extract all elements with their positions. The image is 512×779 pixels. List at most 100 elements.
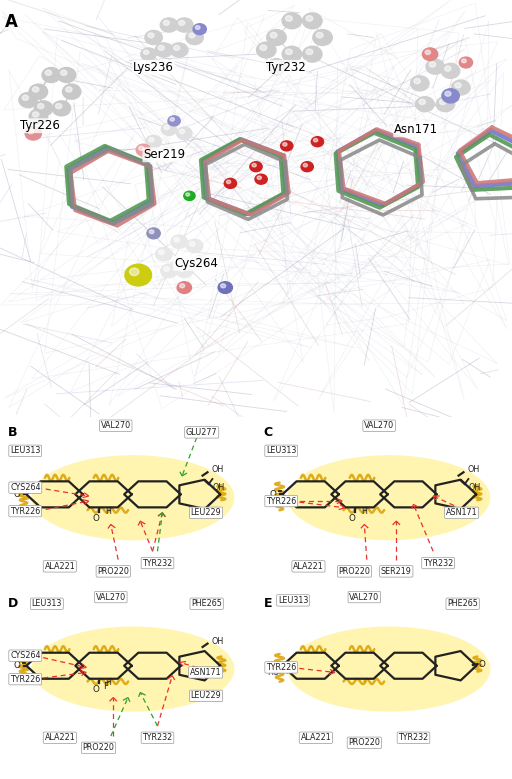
Text: TYR226: TYR226	[10, 675, 40, 684]
Circle shape	[416, 97, 434, 111]
Circle shape	[141, 148, 156, 160]
Circle shape	[281, 141, 293, 151]
Text: O: O	[269, 490, 276, 499]
Text: ALA221: ALA221	[45, 562, 75, 571]
Text: PHE265: PHE265	[191, 599, 222, 608]
Text: TYR232: TYR232	[142, 733, 173, 742]
Circle shape	[37, 104, 44, 109]
Text: LEU229: LEU229	[190, 692, 221, 700]
Circle shape	[193, 23, 206, 34]
Circle shape	[158, 45, 164, 51]
Circle shape	[286, 16, 292, 21]
Text: Asn171: Asn171	[394, 123, 438, 136]
Circle shape	[150, 230, 154, 234]
Text: E: E	[264, 597, 272, 610]
Circle shape	[439, 99, 446, 104]
Circle shape	[257, 176, 262, 179]
Text: Cys264: Cys264	[174, 257, 218, 270]
Circle shape	[184, 192, 195, 200]
Text: LEU229: LEU229	[190, 508, 221, 517]
Circle shape	[422, 48, 438, 61]
Text: LEU313: LEU313	[278, 596, 308, 605]
Circle shape	[32, 112, 39, 117]
Text: VAL270: VAL270	[96, 593, 126, 601]
Circle shape	[282, 46, 302, 62]
Circle shape	[306, 16, 313, 21]
Circle shape	[306, 49, 313, 55]
Circle shape	[29, 109, 48, 124]
Circle shape	[25, 127, 41, 140]
Circle shape	[143, 50, 149, 55]
Ellipse shape	[32, 627, 233, 711]
Circle shape	[143, 150, 149, 154]
Circle shape	[196, 26, 200, 30]
Text: Tyr232: Tyr232	[266, 61, 306, 74]
Text: HO: HO	[268, 668, 280, 677]
Text: OH: OH	[211, 465, 223, 474]
Text: A: A	[5, 12, 18, 30]
Circle shape	[186, 239, 203, 252]
Text: H: H	[361, 506, 367, 516]
Text: TYR226: TYR226	[266, 663, 296, 672]
Circle shape	[22, 95, 29, 100]
Ellipse shape	[288, 456, 489, 540]
Circle shape	[148, 33, 154, 38]
Circle shape	[19, 93, 37, 108]
Circle shape	[176, 18, 193, 32]
Circle shape	[301, 162, 313, 171]
Circle shape	[191, 256, 208, 270]
Text: CYS264: CYS264	[10, 483, 40, 492]
Circle shape	[159, 250, 164, 255]
Text: ALA221: ALA221	[293, 562, 324, 571]
Text: PRO220: PRO220	[82, 743, 115, 753]
Circle shape	[195, 258, 200, 263]
Circle shape	[303, 13, 322, 29]
Text: VAL270: VAL270	[101, 421, 131, 430]
Circle shape	[255, 174, 267, 184]
Text: ALA221: ALA221	[301, 733, 331, 742]
Circle shape	[161, 123, 177, 136]
Circle shape	[125, 264, 152, 286]
Circle shape	[177, 127, 192, 139]
Circle shape	[130, 268, 139, 276]
Text: TYR232: TYR232	[398, 733, 429, 742]
Text: C: C	[264, 425, 273, 439]
Circle shape	[136, 144, 151, 156]
Circle shape	[260, 45, 267, 51]
Circle shape	[160, 18, 178, 32]
Circle shape	[180, 284, 185, 288]
Circle shape	[34, 100, 53, 116]
Text: O: O	[93, 685, 100, 694]
Text: ASN171: ASN171	[190, 668, 221, 677]
Circle shape	[444, 66, 451, 71]
Circle shape	[148, 138, 154, 142]
Text: OH: OH	[212, 483, 225, 492]
Circle shape	[170, 118, 175, 121]
Circle shape	[66, 86, 72, 92]
Text: OH: OH	[468, 483, 481, 492]
Text: Ser219: Ser219	[143, 148, 185, 161]
Circle shape	[174, 45, 180, 51]
Circle shape	[147, 228, 160, 239]
Circle shape	[313, 139, 318, 142]
Text: OH: OH	[211, 636, 223, 646]
Text: VAL270: VAL270	[349, 593, 379, 601]
Circle shape	[189, 241, 195, 246]
Text: ASN171: ASN171	[446, 508, 477, 517]
Text: Lys236: Lys236	[133, 61, 174, 74]
Circle shape	[186, 30, 203, 44]
Circle shape	[57, 68, 76, 83]
Circle shape	[164, 266, 169, 271]
Text: TYR226: TYR226	[10, 506, 40, 516]
Text: OH: OH	[467, 465, 479, 474]
Circle shape	[155, 43, 173, 57]
Text: D: D	[8, 597, 18, 610]
Text: CYS264: CYS264	[10, 651, 40, 660]
Circle shape	[441, 63, 460, 79]
Text: Tyr226: Tyr226	[20, 119, 60, 132]
Circle shape	[419, 99, 425, 104]
Circle shape	[426, 59, 444, 74]
Circle shape	[267, 30, 286, 45]
Circle shape	[55, 104, 62, 109]
Text: O: O	[13, 490, 20, 499]
